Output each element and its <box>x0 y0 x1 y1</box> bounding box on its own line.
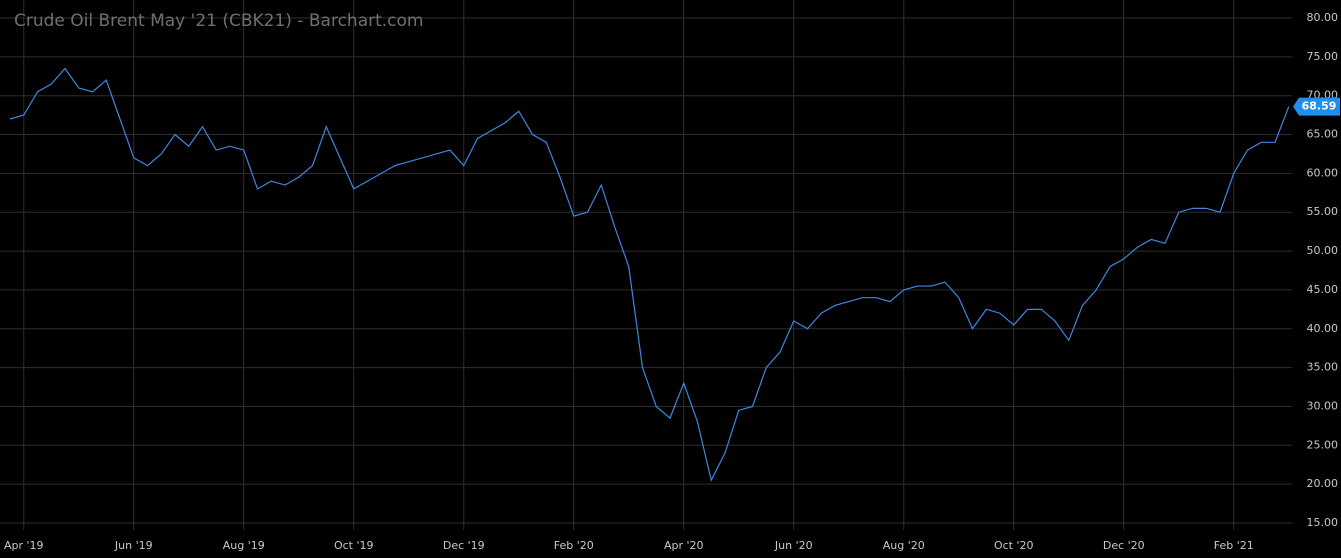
x-tick-label: Oct '20 <box>994 539 1034 552</box>
x-tick-label: Oct '19 <box>334 539 374 552</box>
x-tick-label: Jun '20 <box>774 539 813 552</box>
x-tick-label: Aug '20 <box>883 539 925 552</box>
y-tick-label: 50.00 <box>1307 244 1339 257</box>
x-tick-label: Dec '20 <box>1103 539 1145 552</box>
plot <box>9 67 1290 483</box>
x-tick-label: Jun '19 <box>114 539 153 552</box>
y-tick-label: 65.00 <box>1307 128 1339 141</box>
x-tick-label: Apr '20 <box>664 539 704 552</box>
chart-title: Crude Oil Brent May '21 (CBK21) - Barcha… <box>14 11 423 31</box>
y-tick-label: 75.00 <box>1307 50 1339 63</box>
x-tick-label: Feb '21 <box>1214 539 1254 552</box>
y-tick-label: 55.00 <box>1307 205 1339 218</box>
x-tick-label: Feb '20 <box>554 539 594 552</box>
y-tick-label: 35.00 <box>1307 361 1339 374</box>
y-tick-label: 40.00 <box>1307 322 1339 335</box>
x-tick-label: Aug '19 <box>223 539 265 552</box>
y-tick-label: 30.00 <box>1307 399 1339 412</box>
y-tick-label: 60.00 <box>1307 166 1339 179</box>
x-tick-label: Dec '19 <box>443 539 485 552</box>
y-tick-label: 15.00 <box>1307 516 1339 529</box>
y-tick-label: 80.00 <box>1307 11 1339 24</box>
y-tick-label: 25.00 <box>1307 438 1339 451</box>
last-price-badge <box>1293 97 1340 116</box>
y-tick-label: 20.00 <box>1307 477 1339 490</box>
y-tick-label: 45.00 <box>1307 283 1339 296</box>
x-tick-label: Apr '19 <box>4 539 44 552</box>
price-line <box>9 67 1290 483</box>
last-price-label: 68.59 <box>1302 100 1337 113</box>
grid <box>0 0 1292 530</box>
